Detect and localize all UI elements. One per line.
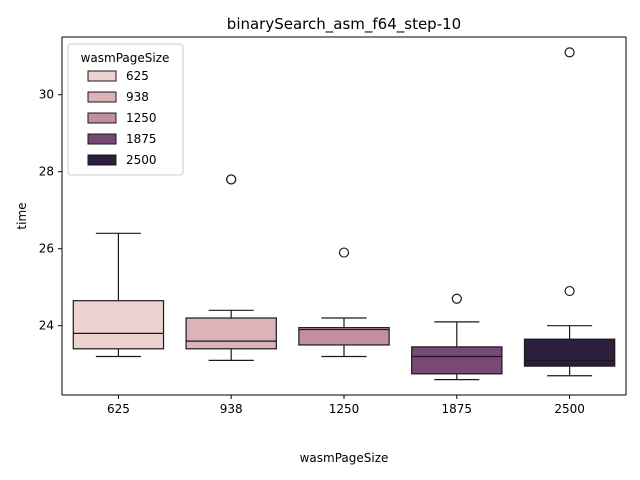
legend-swatch [87,112,117,124]
x-tick-label: 938 [220,402,243,416]
legend-label: 2500 [126,153,157,167]
legend-label: 1875 [126,132,157,146]
x-axis: 625 938 1250 1875 2500 [107,395,585,416]
outlier-point [226,174,237,185]
x-tick-label: 1250 [329,402,360,416]
outlier-point [564,285,575,297]
y-tick-label: 26 [39,242,54,256]
outlier-point [564,47,575,58]
legend-swatch [87,91,117,103]
box-iqr [185,317,277,350]
legend: wasmPageSize 625 938 1250 1875 2500 [67,43,184,176]
box-iqr [298,327,390,346]
y-axis: 24 26 28 30 [39,88,62,333]
y-axis-label: time [15,202,29,229]
x-tick-label: 625 [107,402,130,416]
legend-label: 1250 [126,111,157,125]
box-938 [185,174,277,361]
y-tick-label: 24 [39,319,54,333]
box-iqr [523,338,616,367]
x-tick-label: 2500 [554,402,585,416]
legend-swatch [87,154,117,166]
x-axis-label: wasmPageSize [300,451,389,465]
outlier-point [451,293,462,304]
box-iqr [72,300,165,350]
chart-title: binarySearch_asm_f64_step-10 [227,15,461,34]
box-1250 [298,247,390,358]
y-tick-label: 30 [39,88,54,102]
y-tick-label: 28 [39,165,54,179]
legend-title: wasmPageSize [81,51,170,65]
x-tick-label: 1875 [442,402,473,416]
box-625 [72,232,165,358]
box-iqr [411,346,503,375]
legend-swatch [87,70,117,82]
legend-label: 938 [126,90,149,104]
box-series [72,47,616,381]
legend-label: 625 [126,69,149,83]
outlier-point [338,247,350,258]
box-2500 [523,47,616,377]
legend-swatch [87,133,117,145]
box-1875 [411,293,503,381]
